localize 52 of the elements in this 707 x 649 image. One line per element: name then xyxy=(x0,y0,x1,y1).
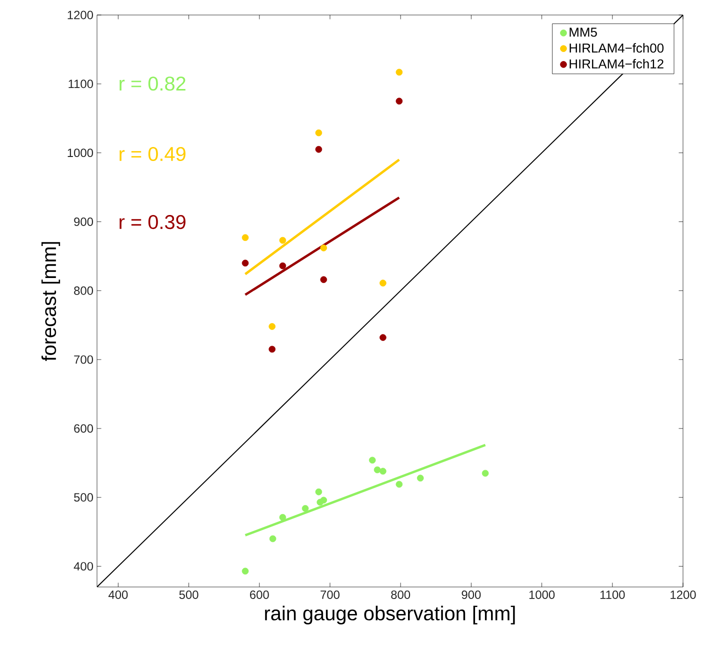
x-tick-label: 600 xyxy=(250,590,269,599)
legend-label: HIRLAM4−fch12 xyxy=(570,59,664,69)
y-tick-label: 900 xyxy=(74,218,94,226)
point xyxy=(374,466,381,474)
point xyxy=(268,323,276,330)
x-axis-title: rain gauge observation [mm] xyxy=(265,606,515,624)
x-tick-label: 400 xyxy=(108,590,128,599)
point xyxy=(242,568,249,575)
y-tick-label: 800 xyxy=(74,286,94,295)
point xyxy=(396,98,403,105)
y-tick-label: 500 xyxy=(74,493,94,502)
point xyxy=(315,146,322,153)
point xyxy=(380,334,386,341)
x-tick-label: 500 xyxy=(179,590,198,599)
y-tick-label: 1200 xyxy=(68,10,94,20)
x-tick-label: 900 xyxy=(462,590,481,599)
point xyxy=(279,262,286,270)
point xyxy=(380,468,386,475)
y-axis-title: forecast [mm] xyxy=(41,242,60,362)
y-tick-label: 600 xyxy=(74,424,94,433)
point xyxy=(396,480,403,488)
point xyxy=(269,535,276,542)
x-tick-label: 1000 xyxy=(529,590,555,599)
point xyxy=(279,514,286,521)
legend-label: HIRLAM4−fch00 xyxy=(570,43,664,53)
point xyxy=(320,244,328,252)
x-tick-label: 1100 xyxy=(600,590,625,599)
point xyxy=(320,276,328,284)
point xyxy=(320,496,328,504)
point xyxy=(242,234,249,241)
point xyxy=(368,456,376,464)
point xyxy=(315,129,322,136)
annotation: r = 0.49 xyxy=(120,146,186,162)
point xyxy=(279,236,286,244)
x-tick-label: 700 xyxy=(320,590,340,599)
point xyxy=(380,280,386,286)
y-tick-label: 1100 xyxy=(68,80,94,88)
x-tick-label: 1200 xyxy=(670,590,696,599)
x-tick-label: 800 xyxy=(391,590,410,599)
y-tick-label: 700 xyxy=(74,355,94,364)
point xyxy=(315,488,322,496)
annotation: r = 0.39 xyxy=(120,215,186,230)
point xyxy=(302,505,309,512)
annotation: r = 0.82 xyxy=(120,76,186,91)
point xyxy=(242,260,249,266)
y-tick-label: 400 xyxy=(74,562,94,571)
y-tick-label: 1000 xyxy=(68,148,94,158)
point xyxy=(416,474,424,482)
point xyxy=(482,470,489,477)
point xyxy=(396,68,403,76)
point xyxy=(268,346,276,353)
legend-label: MM5 xyxy=(570,28,597,37)
